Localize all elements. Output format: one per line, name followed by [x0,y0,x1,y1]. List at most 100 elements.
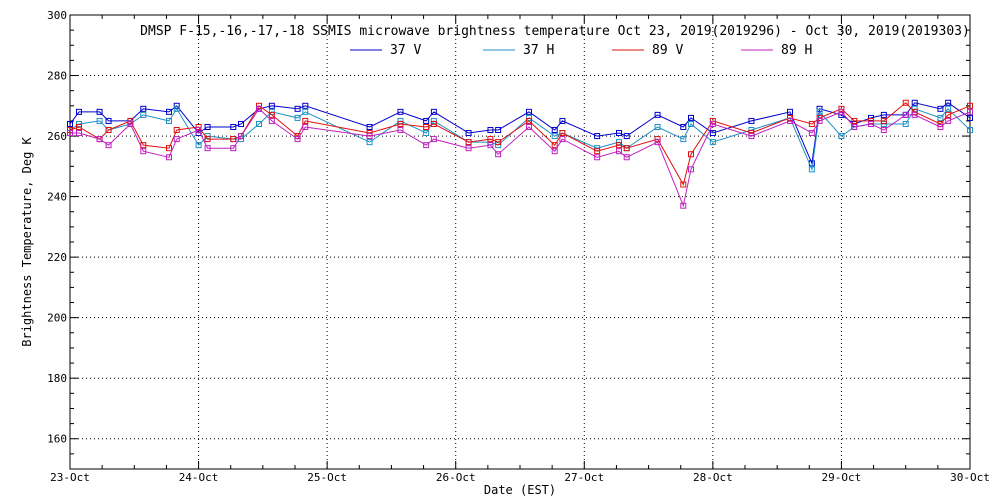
data-point [808,120,815,127]
data-point [551,127,558,134]
series-89-v [67,99,973,188]
data-point [945,99,952,106]
data-point [76,120,82,127]
data-point [748,117,755,124]
data-point [616,130,622,137]
data-point [238,133,244,140]
data-point [911,99,918,106]
data-point [880,111,887,118]
data-point [204,145,211,152]
data-point [105,127,112,134]
x-axis-label: Date (EST) [484,483,556,497]
data-point [559,117,566,124]
y-tick-label: 160 [47,433,67,446]
data-point [709,130,716,137]
data-point [945,105,952,112]
data-point [838,105,845,112]
data-point [616,142,622,149]
data-point [880,117,887,124]
data-point [680,181,687,188]
data-point [76,130,82,137]
x-axis: 23-Oct 24-Oct 25-Oct 26-Oct 27-Oct 28-Oct 29-O… [50,15,990,484]
data-point [256,105,262,112]
data-point [816,108,823,115]
data-point [937,114,944,121]
data-point [495,151,502,158]
data-point [787,108,793,115]
data-point [294,114,301,121]
y-tick-label: 260 [47,130,67,143]
data-point [366,123,373,130]
data-point [495,127,502,134]
data-point [302,108,309,115]
data-point [911,108,918,115]
data-point [594,154,601,161]
data-point [654,139,661,146]
data-point [816,117,823,124]
data-point [902,99,909,106]
data-point [623,145,630,152]
data-point [173,127,180,134]
data-point [173,105,180,112]
data-point [430,120,437,127]
data-point [967,127,973,134]
data-point [230,145,237,152]
series-89-h [67,105,973,209]
data-point [465,130,472,137]
legend-label: 89 V [652,43,683,58]
data-point [166,145,172,152]
data-point [96,136,103,143]
data-point [937,105,944,112]
data-point [294,105,301,112]
data-point [268,117,275,124]
x-tick-label: 23-Oct [50,471,90,484]
data-point [302,102,309,109]
data-point [67,120,73,127]
data-point [808,130,815,137]
x-tick-label: 28-Oct [693,471,733,484]
data-point [166,154,172,161]
data-point [945,111,952,118]
data-point [709,120,716,127]
chart-title: DMSP F-15,-16,-17,-18 SSMIS microwave br… [140,24,970,39]
data-point [880,120,887,127]
data-point [688,114,694,121]
data-point [423,130,430,137]
data-point [166,108,172,115]
data-point [465,145,472,152]
data-point [230,136,237,143]
data-point [195,127,202,134]
legend: 37 V 37 H 89 V 89 H [350,43,812,58]
data-point [230,123,237,130]
data-point [195,142,202,149]
data-series [67,99,973,209]
data-point [594,148,601,155]
data-point [366,130,373,137]
y-tick-label: 300 [47,9,67,22]
data-point [397,120,404,127]
data-point [838,108,845,115]
data-point [838,133,845,140]
x-tick-label: 30-Oct [950,471,990,484]
data-point [238,120,244,127]
data-point [551,133,558,140]
data-point [105,117,112,124]
x-tick-label: 24-Oct [179,471,219,484]
data-point [526,123,532,130]
data-point [302,123,309,130]
x-tick-label: 26-Oct [436,471,476,484]
y-tick-label: 240 [47,191,67,204]
data-point [911,111,918,118]
data-point [945,117,952,124]
data-point [967,102,973,109]
data-point [688,166,694,173]
data-point [166,117,172,124]
data-point [423,117,430,124]
legend-label: 37 H [523,43,554,58]
data-point [302,117,309,124]
data-point [366,133,373,140]
data-point [680,202,687,209]
data-point [688,151,694,158]
